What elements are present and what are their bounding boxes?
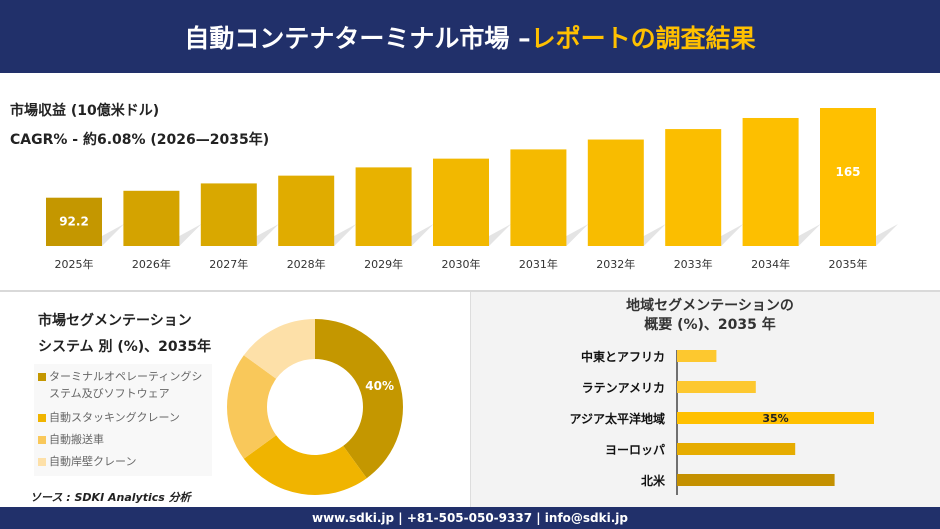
- footer-contact: www.sdki.jp | +81-505-050-9337 | info@sd…: [0, 507, 940, 529]
- legend-item: 自動岸壁クレーン: [38, 454, 136, 470]
- data-label: 92.2: [59, 215, 89, 229]
- bar-shadow: [671, 224, 744, 246]
- bar-shadow: [826, 224, 898, 246]
- x-tick-label: 2033年: [674, 257, 713, 271]
- bar-2028年: [278, 175, 335, 246]
- bar-2027年: [200, 183, 257, 246]
- x-tick-label: 2026年: [132, 257, 171, 271]
- legend-label: ターミナルオペレーティングシステム及びソフトウェア: [49, 370, 203, 400]
- bar-2032年: [587, 139, 644, 246]
- data-label: 165: [835, 165, 860, 179]
- y-tick-label: 北米: [641, 473, 666, 488]
- y-tick-label: ラテンアメリカ: [582, 381, 665, 395]
- donut-slice: [227, 355, 277, 459]
- legend-swatch: [38, 414, 46, 422]
- page-header: 自動コンテナターミナル市場 – レポートの調査結果: [0, 0, 940, 73]
- system-donut-chart: 40%: [227, 319, 403, 495]
- donut-slice: [315, 319, 403, 479]
- bar-shadow: [593, 224, 666, 246]
- legend-item: 自動搬送車: [38, 432, 104, 448]
- bar-2029年: [355, 167, 412, 246]
- header-title-accent: レポートの調査結果: [530, 23, 756, 53]
- x-tick-label: 2028年: [287, 257, 326, 271]
- bar-shadow: [361, 224, 434, 246]
- bar-ラテンアメリカ: [677, 381, 756, 393]
- x-tick-label: 2025年: [55, 257, 94, 271]
- legend-item: ターミナルオペレーティングシステム及びソフトウェア: [38, 368, 209, 402]
- bar-2034年: [742, 117, 799, 246]
- x-tick-label: 2027年: [209, 257, 248, 271]
- source-note: ソース : SDKI Analytics 分析: [30, 491, 191, 504]
- x-tick-label: 2029年: [364, 257, 403, 271]
- legend-swatch: [38, 458, 46, 466]
- bar-shadow: [129, 224, 202, 246]
- bar-2026年: [123, 190, 180, 246]
- x-tick-label: 2030年: [442, 257, 481, 271]
- bar-shadow: [516, 224, 589, 246]
- bar-shadow: [52, 224, 124, 246]
- y-tick-label: アジア太平洋地域: [569, 411, 665, 426]
- y-tick-label: ヨーロッパ: [605, 443, 665, 457]
- legend-item: 自動スタッキングクレーン: [38, 410, 180, 426]
- legend-label: 自動搬送車: [49, 433, 104, 446]
- segment-title-line1: 市場セグメンテーション: [38, 313, 192, 329]
- donut-legend: ターミナルオペレーティングシステム及びソフトウェア自動スタッキングクレーン 自動搬…: [34, 364, 212, 476]
- region-panel: [470, 292, 940, 507]
- x-tick-label: 2032年: [596, 257, 635, 271]
- cagr-label: CAGR% - 約6.08% (2026—2035年): [10, 132, 270, 148]
- bar-2033年: [665, 129, 722, 246]
- bar-shadow: [284, 224, 357, 246]
- x-tick-label: 2034年: [751, 257, 790, 271]
- x-tick-label: 2031年: [519, 257, 558, 271]
- revenue-label: 市場収益 (10億米ドル): [10, 103, 160, 119]
- legend-swatch: [38, 373, 46, 381]
- y-tick-label: 中東とアフリカ: [581, 349, 665, 364]
- bar-2031年: [510, 149, 567, 246]
- bar-2030年: [433, 158, 489, 246]
- bar-アジア太平洋地域: [677, 412, 874, 424]
- section-divider: [0, 290, 940, 292]
- bar-shadow: [748, 224, 821, 246]
- revenue-bar-chart: 2025年 92.2 2026年 2027年 2028年 2029年 2030年 2031年 2…: [46, 108, 898, 271]
- bar-2025年: [46, 197, 102, 246]
- bar-2035年: [820, 108, 876, 246]
- segment-title-line2: システム 別 (%)、2035年: [38, 339, 212, 355]
- bar-ヨーロッパ: [677, 443, 796, 455]
- data-label: 35%: [762, 412, 788, 425]
- bar-shadow: [439, 224, 511, 246]
- bar-shadow: [206, 224, 279, 246]
- donut-data-label: 40%: [365, 379, 394, 393]
- donut-slice: [243, 435, 367, 495]
- legend-label: 自動スタッキングクレーン: [49, 411, 180, 424]
- region-title-line1: 地域セグメンテーションの: [626, 298, 794, 314]
- region-title: 地域セグメンテーションの 概要 (%)、2035 年: [560, 297, 860, 335]
- x-tick-label: 2035年: [829, 257, 868, 271]
- donut-slice: [243, 319, 315, 379]
- bar-北米: [677, 474, 835, 486]
- legend-label: 自動岸壁クレーン: [49, 455, 137, 468]
- bar-中東とアフリカ: [677, 350, 717, 362]
- header-title: 自動コンテナターミナル市場 –: [184, 23, 531, 53]
- legend-swatch: [38, 436, 46, 444]
- region-title-line2: 概要 (%)、2035 年: [644, 317, 776, 333]
